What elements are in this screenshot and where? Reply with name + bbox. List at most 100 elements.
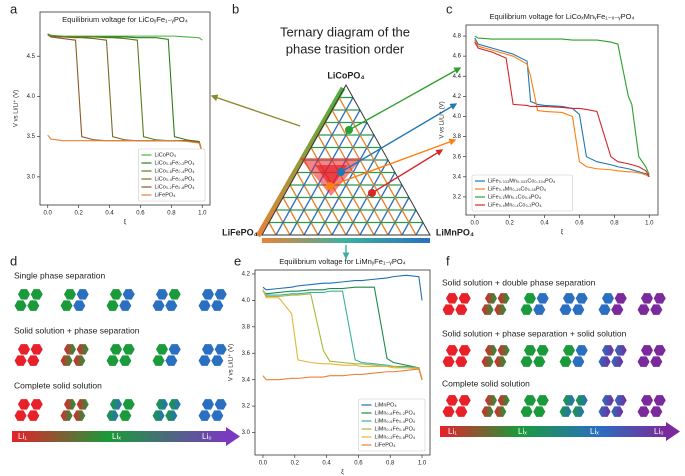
- legend-label: LiCoPO₄: [155, 152, 177, 158]
- hexagon: [167, 398, 182, 411]
- legend-label: LiFePO₄: [375, 442, 397, 448]
- ternary-grid: [317, 134, 375, 236]
- series-line: [47, 33, 203, 41]
- arrow-label: Li₀: [202, 432, 212, 441]
- hexagon: [109, 398, 123, 411]
- series-line: [262, 368, 423, 381]
- y-axis-label: V vs Li/Li⁺ (V): [439, 101, 446, 138]
- x-tick-label: 0.4: [540, 221, 549, 227]
- x-tick-label: 1.0: [198, 211, 207, 217]
- hexagon: [519, 405, 534, 418]
- hexagon: [121, 343, 136, 356]
- edge-bar: [262, 238, 430, 243]
- x-tick-label: 0.8: [386, 461, 395, 467]
- hexagon: [610, 355, 625, 368]
- series-line: [47, 34, 203, 153]
- y-tick-label: 3.4: [453, 174, 462, 180]
- hexagon: [558, 405, 573, 418]
- plot-frame: [39, 11, 211, 206]
- hexagon: [571, 303, 586, 316]
- y-tick-label: 3.0: [242, 430, 251, 436]
- hexagon: [201, 343, 215, 356]
- panel-label: f: [446, 253, 450, 268]
- chart-title: Equilibrium voltage for LiCoₓMnᵧFe₁₋ₓ₋ᵧP…: [490, 12, 635, 21]
- hexagon: [213, 288, 228, 301]
- hexagon: [519, 355, 534, 368]
- hexagon: [29, 343, 44, 356]
- hexagon: [441, 405, 456, 418]
- hexagon: [652, 344, 667, 357]
- hexagon: [72, 409, 87, 422]
- y-tick-label: 4.6: [453, 54, 462, 60]
- hexagon: [155, 343, 169, 356]
- plot-frame: [254, 269, 431, 456]
- hexagon: [493, 405, 508, 418]
- ternary-title: phase trasition order: [286, 41, 405, 56]
- hexagon: [523, 394, 537, 407]
- hexagon: [640, 344, 654, 357]
- hexagon: [519, 303, 534, 316]
- series-line: [262, 286, 423, 380]
- hexagon: [118, 409, 133, 422]
- hexagon: [484, 292, 498, 305]
- arrow-label: Liₓ: [590, 427, 599, 436]
- hexagon: [523, 344, 537, 357]
- chart-title: Equilibrium voltage for LiCoᵧFe₁₋ᵧPO₄: [62, 15, 188, 24]
- legend-label: LiFe₀.₄Mn₀.₂₅Co₀.₃₅PO₄: [488, 186, 547, 192]
- hexagon: [75, 288, 90, 301]
- hexagon: [457, 344, 472, 357]
- legend-frame: [471, 174, 573, 212]
- hexagon: [480, 405, 495, 418]
- legend-frame: [358, 398, 426, 452]
- hexagon: [640, 394, 654, 407]
- hexagon: [72, 354, 87, 367]
- y-tick-label: 3.8: [453, 134, 462, 140]
- x-tick-label: 0.2: [74, 211, 83, 217]
- hexagon: [493, 303, 508, 316]
- x-tick-label: 0.8: [167, 211, 176, 217]
- arrow-label: Li₀: [654, 427, 664, 436]
- series-line: [47, 34, 203, 153]
- hexagon: [652, 394, 667, 407]
- hexagon: [601, 292, 615, 305]
- hexagon: [75, 343, 90, 356]
- arrow: [329, 138, 457, 187]
- arrow-label: Li₁: [448, 427, 457, 436]
- hexagon: [13, 409, 28, 422]
- x-tick-label: 1.0: [645, 221, 654, 227]
- hexagon: [29, 288, 44, 301]
- hexagon: [574, 394, 589, 407]
- y-tick-label: 3.8: [242, 324, 251, 330]
- hexagon: [441, 303, 456, 316]
- composition-dot: [326, 182, 334, 190]
- row-title: Solid solution + phase separation + soli…: [442, 328, 627, 338]
- legend-label: LiFe₀.₄Mn₀.₄Co₀.₂PO₄: [488, 202, 542, 208]
- composition-dot: [337, 168, 345, 176]
- hexagon: [17, 398, 31, 411]
- y-tick-label: 3.6: [453, 154, 462, 160]
- hexagon: [574, 344, 589, 357]
- hexagon: [523, 292, 537, 305]
- hexagon: [613, 344, 628, 357]
- arrow: [340, 103, 458, 173]
- composition-dot: [368, 189, 376, 197]
- y-tick-label: 3.5: [27, 134, 36, 140]
- composition-dot: [345, 126, 353, 134]
- y-tick-label: 3.4: [242, 377, 251, 383]
- hexagon: [109, 343, 123, 356]
- series-line: [474, 35, 650, 176]
- hexagon: [636, 405, 651, 418]
- hexagon: [454, 405, 469, 418]
- x-tick-label: 0.6: [354, 461, 363, 467]
- x-tick-label: 0.8: [610, 221, 619, 227]
- x-tick-label: 0.2: [505, 221, 514, 227]
- hexagon: [535, 394, 550, 407]
- x-tick-label: 0.6: [136, 211, 145, 217]
- x-axis-label: ξ: [124, 220, 127, 226]
- y-tick-label: 4.2: [453, 94, 462, 100]
- edge-bar: [255, 86, 346, 238]
- hexagon: [59, 299, 74, 312]
- x-tick-label: 0.4: [105, 211, 114, 217]
- hexagon: [164, 409, 179, 422]
- chart-title: Equilibrium voltage for LiMnᵧFe₁₋ᵧPO₄: [279, 257, 406, 266]
